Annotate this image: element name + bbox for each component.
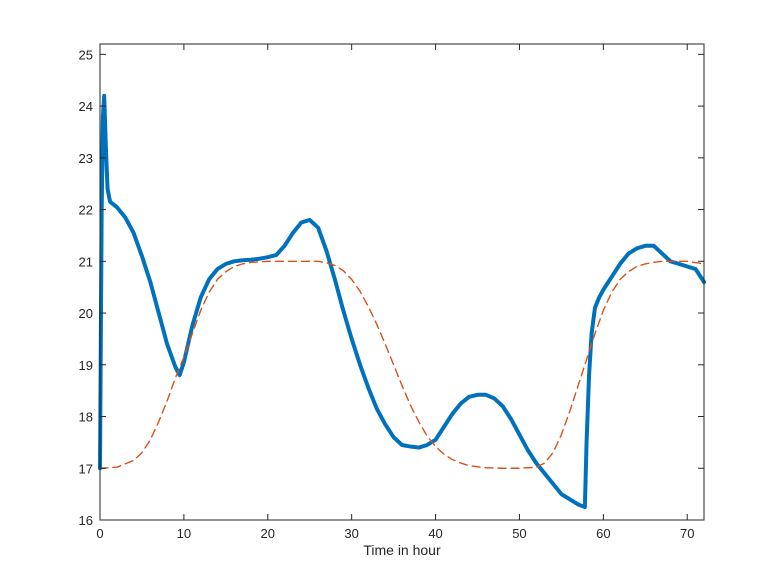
y-tick-label-18: 18	[79, 410, 93, 425]
plot-background	[100, 44, 704, 520]
y-tick-label-21: 21	[79, 254, 93, 269]
x-tick-label-70: 70	[680, 526, 694, 541]
x-tick-label-30: 30	[344, 526, 358, 541]
y-tick-label-19: 19	[79, 358, 93, 373]
tick-layer: 0 10 20 30 40 50 60 70 16 17 18 19 20 21 22 23 24 25	[79, 44, 704, 541]
y-tick-label-22: 22	[79, 203, 93, 218]
plot-frame	[99, 43, 705, 521]
x-tick-label-40: 40	[428, 526, 442, 541]
y-tick-label-17: 17	[79, 461, 93, 476]
series-line-1	[98, 93, 706, 510]
x-tick-label-20: 20	[261, 526, 275, 541]
series-layer	[98, 93, 706, 510]
y-tick-label-25: 25	[79, 47, 93, 62]
x-tick-label-10: 10	[177, 526, 191, 541]
x-axis-label: Time in hour	[363, 542, 441, 558]
y-tick-label-23: 23	[79, 151, 93, 166]
y-tick-label-16: 16	[79, 513, 93, 528]
y-tick-label-24: 24	[79, 99, 93, 114]
x-tick-label-60: 60	[596, 526, 610, 541]
series-line-2	[99, 260, 705, 469]
x-tick-label-0: 0	[96, 526, 103, 541]
x-tick-label-50: 50	[512, 526, 526, 541]
y-tick-label-20: 20	[79, 306, 93, 321]
